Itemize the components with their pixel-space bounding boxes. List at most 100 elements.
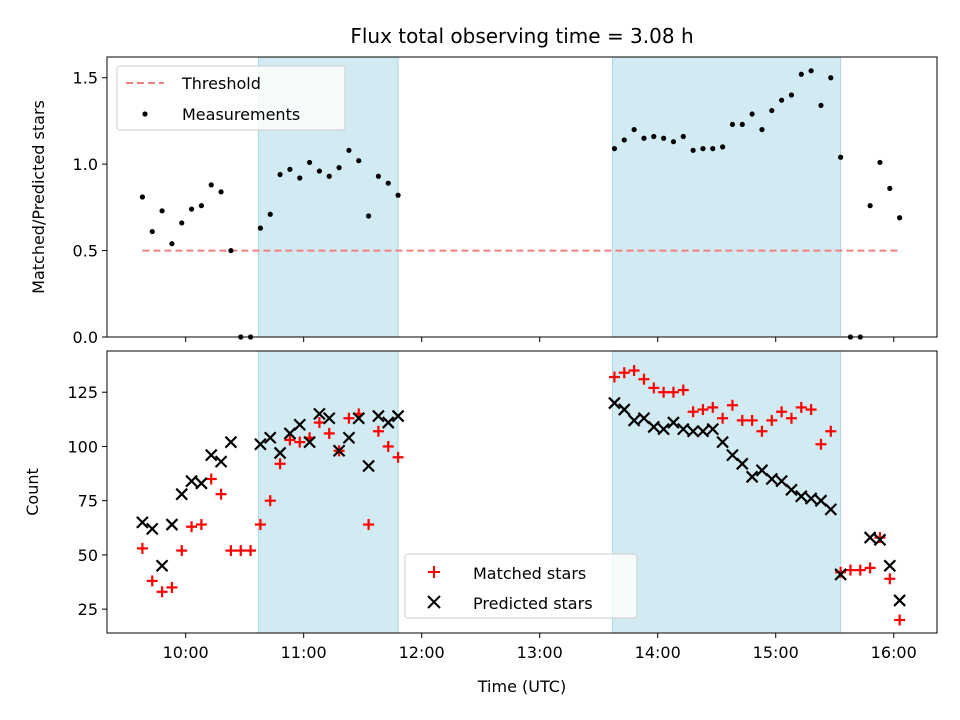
- predicted-star-point: [155, 559, 169, 573]
- predicted-star-point: [617, 403, 631, 416]
- predicted-star-point: [283, 427, 297, 440]
- matched-star-point: [825, 425, 837, 437]
- matched-star-point: [618, 367, 630, 379]
- matched-star-point: [225, 545, 237, 557]
- bottom-series: [136, 365, 906, 626]
- legend-measurements-label: Measurements: [182, 105, 300, 124]
- predicted-star-point: [657, 422, 670, 436]
- predicted-star-point: [381, 416, 395, 429]
- bottom-x-axis-label: Time (UTC): [477, 677, 566, 696]
- predicted-star-point: [677, 422, 690, 436]
- matched-star-point: [736, 414, 748, 426]
- measurement-point: [897, 215, 903, 221]
- measurement-point: [336, 165, 342, 171]
- measurement-point: [808, 68, 814, 74]
- predicted-star-point: [706, 422, 720, 436]
- predicted-star-point: [332, 444, 346, 458]
- top-y-ticks: 0.0 0.5 1.0 1.5: [73, 69, 107, 347]
- predicted-star-point: [608, 396, 621, 410]
- matched-star-point: [284, 434, 296, 446]
- measurement-point: [798, 71, 804, 77]
- measurement-point: [700, 146, 706, 152]
- predicted-star-point: [165, 518, 179, 531]
- legend-predicted-swatch: [427, 595, 441, 609]
- matched-star-point: [795, 401, 807, 413]
- measurement-point: [306, 159, 313, 166]
- predicted-star-point: [204, 448, 218, 462]
- predicted-star-point: [322, 411, 336, 425]
- measurement-point: [365, 213, 372, 219]
- predicted-star-point: [785, 483, 798, 497]
- measurement-point: [297, 175, 303, 181]
- measurement-point: [228, 247, 234, 254]
- legend-measurements-swatch: [142, 111, 148, 117]
- measurement-point: [198, 203, 205, 209]
- predicted-star-point: [224, 435, 238, 449]
- predicted-star-point: [195, 477, 208, 490]
- predicted-star-point: [391, 409, 405, 423]
- measurement-point: [788, 92, 795, 98]
- matched-star-point: [707, 401, 719, 413]
- predicted-star-point: [893, 594, 906, 607]
- predicted-star-point: [696, 424, 710, 438]
- y-tick-label: 100: [67, 437, 98, 456]
- predicted-star-point: [834, 568, 847, 581]
- matched-star-point: [264, 495, 276, 507]
- measurement-point: [867, 203, 873, 209]
- measurement-point: [169, 241, 175, 247]
- predicted-star-point: [863, 531, 877, 544]
- x-tick-label: 16:00: [871, 643, 917, 662]
- matched-star-point: [638, 373, 650, 385]
- predicted-star-point: [765, 472, 779, 486]
- matched-star-point: [186, 521, 198, 533]
- matched-star-point: [323, 427, 335, 439]
- measurement-point: [661, 135, 667, 141]
- predicted-star-point: [814, 494, 828, 507]
- matched-star-point: [215, 488, 227, 500]
- x-tick-label: 13:00: [517, 643, 563, 662]
- shaded-region-1: [257, 350, 399, 634]
- matched-star-point: [805, 404, 817, 416]
- predicted-star-point: [362, 459, 375, 473]
- measurement-point: [277, 171, 283, 178]
- matched-star-point: [854, 564, 866, 576]
- matched-star-point: [294, 436, 306, 448]
- predicted-star-point: [745, 470, 759, 484]
- legend-predicted-label: Predicted stars: [473, 594, 593, 613]
- measurement-point: [385, 180, 391, 186]
- legend-matched-label: Matched stars: [473, 564, 586, 583]
- matched-star-point: [884, 573, 896, 585]
- measurement-point: [838, 154, 844, 160]
- top-x-ticks: [185, 337, 895, 342]
- matched-star-point: [746, 414, 758, 426]
- measurement-point: [887, 185, 893, 191]
- x-tick-label: 10:00: [163, 643, 209, 662]
- matched-star-point: [658, 386, 670, 398]
- matched-star-point: [864, 562, 876, 574]
- top-y-axis-label: Matched/Predicted stars: [29, 100, 48, 294]
- predicted-star-point: [214, 455, 228, 468]
- measurement-point: [188, 206, 195, 212]
- bottom-y-ticks: 25 50 75 100 125: [67, 383, 107, 619]
- matched-star-point: [382, 440, 394, 452]
- y-tick-label: 0.5: [73, 242, 98, 261]
- measurement-point: [641, 135, 647, 141]
- predicted-star-point: [185, 474, 198, 488]
- predicted-star-point: [736, 457, 749, 471]
- bottom-y-axis-label: Count: [23, 468, 42, 516]
- predicted-star-point: [136, 516, 149, 529]
- bottom-shaded-regions: [257, 350, 842, 634]
- predicted-star-point: [637, 411, 651, 425]
- x-tick-label: 15:00: [753, 643, 799, 662]
- predicted-star-point: [627, 414, 641, 427]
- predicted-star-point: [303, 435, 316, 449]
- matched-star-point: [235, 545, 247, 557]
- measurement-point: [651, 133, 657, 140]
- predicted-star-point: [313, 407, 326, 421]
- predicted-star-point: [824, 503, 838, 516]
- measurement-point: [877, 159, 883, 166]
- measurement-point: [818, 102, 824, 108]
- matched-star-point: [756, 425, 768, 437]
- measurement-point: [621, 137, 627, 143]
